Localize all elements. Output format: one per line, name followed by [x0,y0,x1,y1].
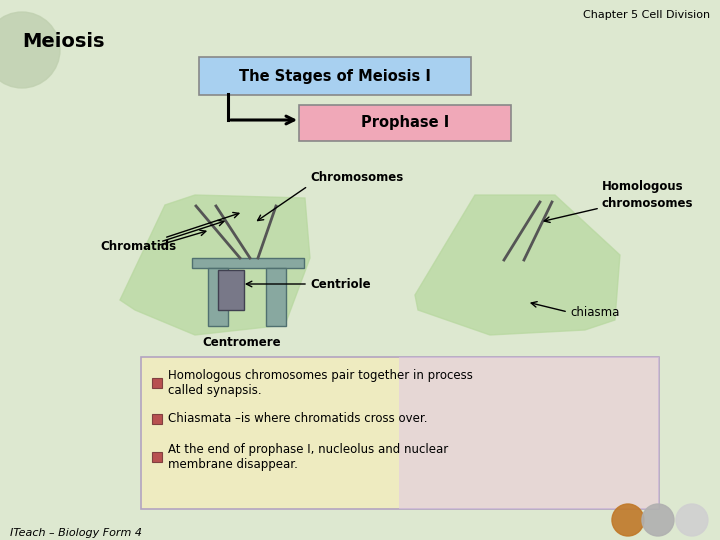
Circle shape [676,504,708,536]
Text: At the end of prophase I, nucleolus and nuclear
membrane disappear.: At the end of prophase I, nucleolus and … [168,443,449,471]
Text: Homologous
chromosomes: Homologous chromosomes [602,180,693,210]
Text: Chromosomes: Chromosomes [310,171,403,184]
Polygon shape [415,195,620,335]
FancyBboxPatch shape [199,57,471,95]
Text: Chromatids: Chromatids [100,240,176,253]
Text: Chapter 5 Cell Division: Chapter 5 Cell Division [582,10,710,20]
Circle shape [0,12,60,88]
Bar [152,414,162,424]
Text: ITeach – Biology Form 4: ITeach – Biology Form 4 [10,528,142,538]
Circle shape [642,504,674,536]
Text: Chiasmata –is where chromatids cross over.: Chiasmata –is where chromatids cross ove… [168,413,428,426]
Text: Meiosis: Meiosis [22,32,104,51]
Text: The Stages of Meiosis I: The Stages of Meiosis I [239,69,431,84]
Bar [208,268,228,326]
Circle shape [612,504,644,536]
Text: Prophase I: Prophase I [361,116,449,131]
Bar [266,268,286,326]
Text: chiasma: chiasma [570,306,619,319]
FancyBboxPatch shape [399,357,659,509]
Bar [192,258,304,268]
Bar [152,452,162,462]
Text: Centriole: Centriole [310,278,371,291]
Bar [152,378,162,388]
Text: Homologous chromosomes pair together in process
called synapsis.: Homologous chromosomes pair together in … [168,369,473,397]
Polygon shape [120,195,310,335]
Bar [218,270,244,310]
FancyBboxPatch shape [299,105,511,141]
Text: Centromere: Centromere [202,336,281,349]
FancyBboxPatch shape [141,357,659,509]
